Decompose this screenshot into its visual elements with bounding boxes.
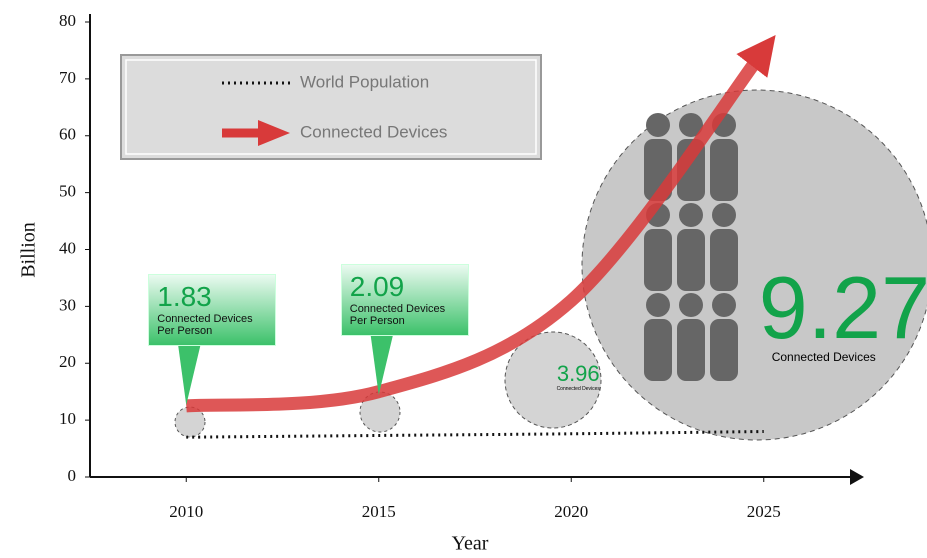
legend-box-inner [125, 59, 537, 155]
badge: 9.27 Connected Devices [758, 258, 927, 365]
person-icon [646, 113, 670, 137]
y-tick-label: 80 [59, 11, 76, 30]
badge-number: 9.27 [758, 258, 927, 357]
series-line [186, 430, 764, 439]
x-axis-arrow [850, 469, 864, 485]
legend-swatch [258, 120, 290, 146]
person-icon [679, 113, 703, 137]
person-icon [710, 319, 738, 381]
callout: 2.09 Connected Devices Per Person [340, 264, 469, 336]
badge-caption: Connected Devices [771, 350, 876, 364]
device-circle [504, 331, 602, 429]
y-tick-label: 40 [59, 238, 76, 257]
device-circle [359, 391, 401, 433]
x-tick-label: 2010 [169, 502, 203, 521]
callout-caption: Connected Devices Per Person [157, 313, 253, 337]
person-icon [644, 319, 672, 381]
callout-number: 2.09 [349, 271, 405, 302]
y-tick-label: 30 [59, 295, 76, 314]
badge: 3.96 Connected Devices [553, 361, 603, 393]
x-tick-label: 2020 [554, 502, 588, 521]
callout: 1.83 Connected Devices Per Person [148, 274, 277, 346]
x-axis-label: Year [452, 533, 489, 555]
y-tick-label: 60 [59, 125, 76, 144]
callout-pointer [370, 336, 393, 395]
person-icon [646, 293, 670, 317]
y-tick-label: 0 [68, 466, 77, 485]
y-tick-label: 50 [59, 182, 76, 201]
callout-caption: Connected Devices Per Person [349, 303, 446, 327]
x-tick-label: 2025 [747, 502, 781, 521]
person-icon [710, 229, 738, 291]
x-tick-label: 2015 [362, 502, 396, 521]
legend-label: World Population [300, 72, 429, 91]
person-icon [712, 203, 736, 227]
person-icon [712, 293, 736, 317]
person-icon [710, 139, 738, 201]
y-tick-label: 70 [59, 68, 76, 87]
y-tick-label: 10 [59, 409, 76, 428]
badge-caption: Connected Devices [556, 386, 600, 392]
y-tick-label: 20 [59, 352, 76, 371]
legend-label: Connected Devices [300, 122, 447, 141]
callout-number: 1.83 [157, 281, 212, 312]
person-icon [644, 229, 672, 291]
person-icon [679, 293, 703, 317]
callout-pointer [178, 346, 201, 405]
person-icon [679, 203, 703, 227]
device-circle [174, 406, 206, 438]
legend-box [120, 54, 542, 160]
person-icon [677, 319, 705, 381]
series-line [185, 34, 776, 413]
badge-number: 3.96 [556, 361, 600, 386]
y-axis-label: Billion [18, 222, 40, 278]
person-icon [677, 229, 705, 291]
